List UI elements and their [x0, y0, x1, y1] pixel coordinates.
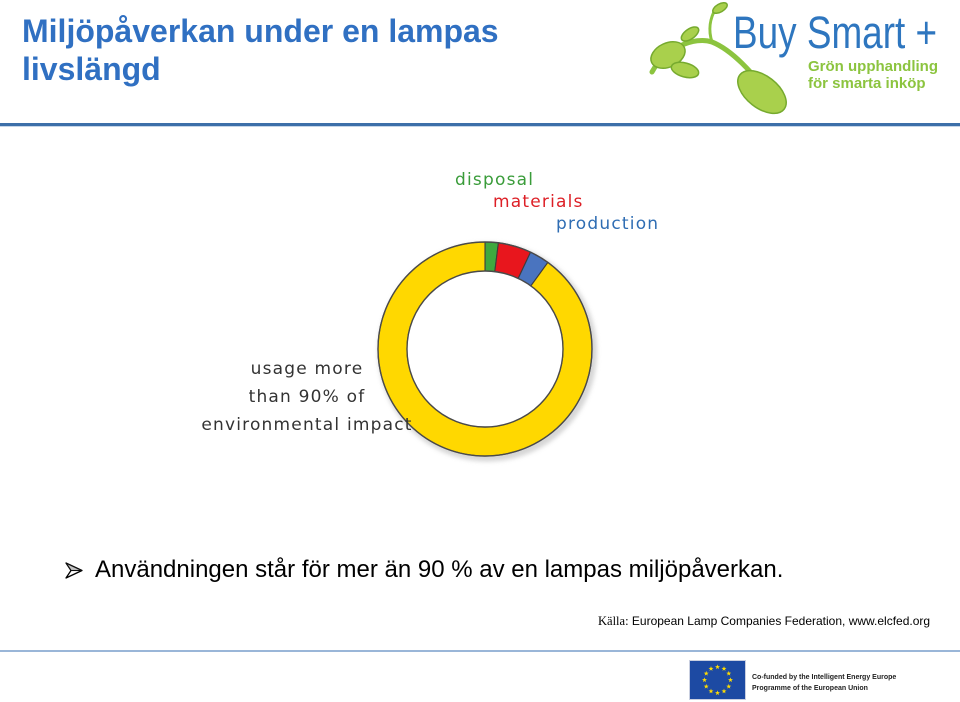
eu-flag-icon: [689, 660, 746, 700]
eu-star: [703, 670, 709, 676]
footer-divider: [0, 650, 960, 652]
header-divider-light: [0, 126, 960, 127]
eu-star: [726, 683, 732, 689]
slice-label-usage-line: environmental impact: [201, 415, 413, 435]
logo-tagline-line: för smarta inköp: [808, 75, 926, 92]
eu-star: [721, 688, 727, 694]
eu-star: [702, 677, 707, 683]
eu-star: [728, 677, 733, 683]
source-label: Källa:: [598, 614, 629, 628]
donut-outer-outline: [377, 241, 593, 457]
eu-star: [721, 666, 727, 671]
source-citation: Källa: European Lamp Companies Federatio…: [598, 613, 930, 629]
logo-tagline: Grön upphandling för smarta inköp: [808, 58, 938, 92]
header-divider: [0, 123, 960, 126]
slice-label-materials: materials: [493, 192, 584, 212]
eu-star: [726, 670, 732, 676]
bullet-text: Användningen står för mer än 90 % av en …: [95, 556, 784, 583]
arrow-bullet-icon: [65, 562, 83, 579]
eu-star: [708, 688, 714, 694]
eu-star: [703, 683, 709, 689]
slice-label-usage-line: usage more: [250, 359, 364, 379]
logo-name: Buy Smart +: [733, 7, 938, 58]
slice-label-usage-line: than 90% of: [248, 387, 366, 407]
source-text: European Lamp Companies Federation, www.…: [631, 614, 931, 628]
funding-line: Co-funded by the Intelligent Energy Euro…: [752, 674, 897, 681]
donut-chart: [377, 241, 597, 462]
eu-star: [715, 690, 720, 696]
logo-tagline-line: Grön upphandling: [808, 58, 938, 75]
slice-label-disposal: disposal: [455, 170, 535, 190]
page-title: Miljöpåverkan under en lampas livslängd: [22, 13, 499, 87]
donut-inner-outline: [406, 270, 564, 428]
funding-line: Programme of the European Union: [752, 685, 868, 692]
sprout-logo-icon: [649, 1, 787, 115]
slice-label-usage: usage more than 90% of environmental imp…: [187, 355, 427, 439]
eu-star: [715, 664, 720, 670]
eu-star: [708, 666, 714, 671]
slice-label-production: production: [556, 214, 660, 234]
funding-notice: Co-funded by the Intelligent Energy Euro…: [752, 672, 896, 694]
